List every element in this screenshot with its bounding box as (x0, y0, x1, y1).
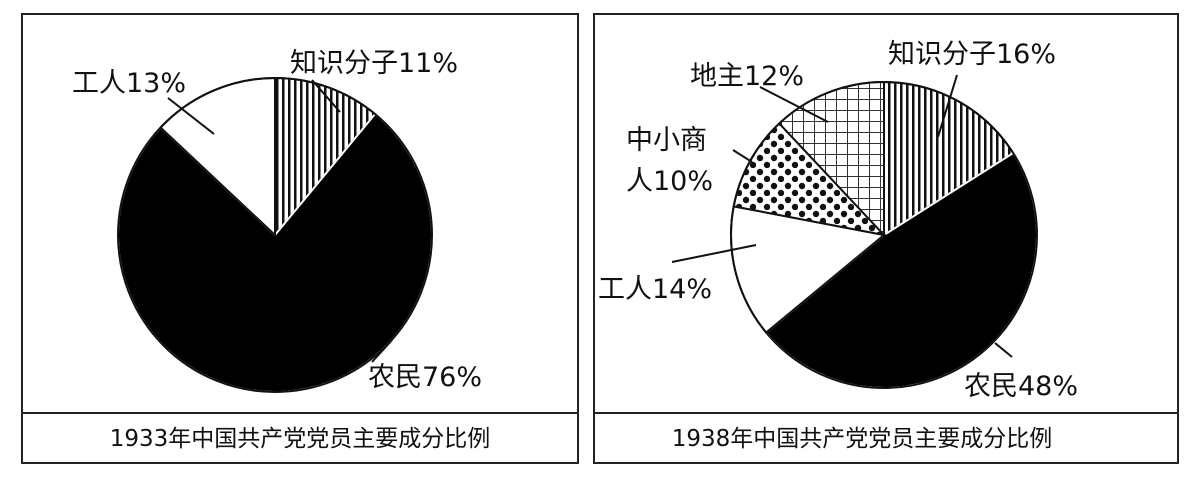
label-intellectuals-1938: 知识分子16% (888, 39, 1056, 70)
label-peasants-1938: 农民48% (964, 371, 1078, 402)
label-merchants-1938: 中小商人10% (626, 125, 714, 197)
panel-border (593, 13, 1179, 464)
panel-1933: 知识分子11% 工人13% 农民76% 1933年中国共产党党员主要成分比例 (21, 13, 579, 464)
caption-1938: 1938年中国共产党党员主要成分比例 (672, 426, 1053, 452)
pie-outline (730, 81, 1038, 389)
label-workers-1938: 工人14% (598, 274, 712, 305)
leader-line (311, 79, 341, 113)
leader-line (732, 149, 753, 163)
pie-1933 (117, 76, 433, 393)
label-intellectuals-1933: 知识分子11% (290, 48, 458, 79)
label-landlords-1938: 地主12% (690, 61, 804, 92)
leader-line (759, 86, 829, 123)
leader-line (167, 97, 215, 135)
panel-1938: 知识分子16% 地主12% 中小商人10% 工人14% 农民48% 1938年中… (593, 13, 1179, 464)
leader-line (371, 339, 393, 363)
leader-line (994, 342, 1013, 358)
panel-border (21, 13, 579, 464)
leader-line (671, 244, 757, 263)
label-workers-1933: 工人13% (72, 68, 186, 99)
label-merchants-1938-wrapper: 中小商人10% (626, 125, 714, 197)
caption-1933: 1933年中国共产党党员主要成分比例 (110, 426, 491, 452)
leader-line (937, 74, 958, 138)
label-peasants-1933: 农民76% (368, 362, 482, 393)
pie-1938 (730, 80, 1038, 389)
pie-outline (117, 77, 433, 393)
